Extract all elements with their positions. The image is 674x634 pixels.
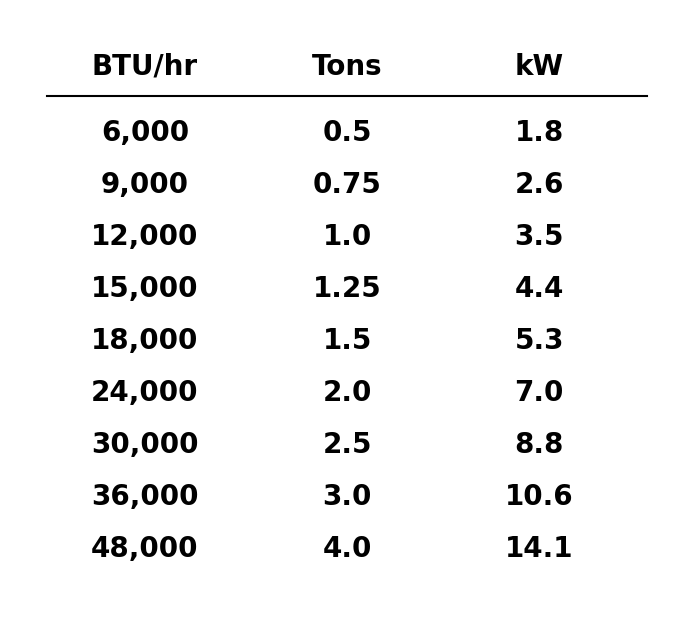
Text: 4.0: 4.0 <box>322 535 372 563</box>
Text: 8.8: 8.8 <box>514 431 564 459</box>
Text: 3.5: 3.5 <box>514 223 564 251</box>
Text: 4.4: 4.4 <box>514 275 564 303</box>
Text: 12,000: 12,000 <box>91 223 199 251</box>
Text: 48,000: 48,000 <box>91 535 199 563</box>
Text: BTU/hr: BTU/hr <box>92 53 198 81</box>
Text: 3.0: 3.0 <box>322 483 372 511</box>
Text: 30,000: 30,000 <box>91 431 199 459</box>
Text: 10.6: 10.6 <box>505 483 574 511</box>
Text: Tons: Tons <box>312 53 382 81</box>
Text: 1.0: 1.0 <box>322 223 372 251</box>
Text: 6,000: 6,000 <box>101 119 189 147</box>
Text: kW: kW <box>515 53 563 81</box>
Text: 9,000: 9,000 <box>101 171 189 199</box>
Text: 5.3: 5.3 <box>514 327 564 355</box>
Text: 2.6: 2.6 <box>514 171 564 199</box>
Text: 18,000: 18,000 <box>91 327 199 355</box>
Text: 15,000: 15,000 <box>91 275 199 303</box>
Text: 24,000: 24,000 <box>91 379 199 407</box>
Text: 0.75: 0.75 <box>313 171 381 199</box>
Text: 2.0: 2.0 <box>322 379 372 407</box>
Text: 0.5: 0.5 <box>322 119 372 147</box>
Text: 2.5: 2.5 <box>322 431 372 459</box>
Text: 1.8: 1.8 <box>514 119 564 147</box>
Text: 1.5: 1.5 <box>322 327 372 355</box>
Text: 36,000: 36,000 <box>91 483 199 511</box>
Text: 7.0: 7.0 <box>514 379 564 407</box>
Text: 14.1: 14.1 <box>505 535 574 563</box>
Text: 1.25: 1.25 <box>313 275 381 303</box>
